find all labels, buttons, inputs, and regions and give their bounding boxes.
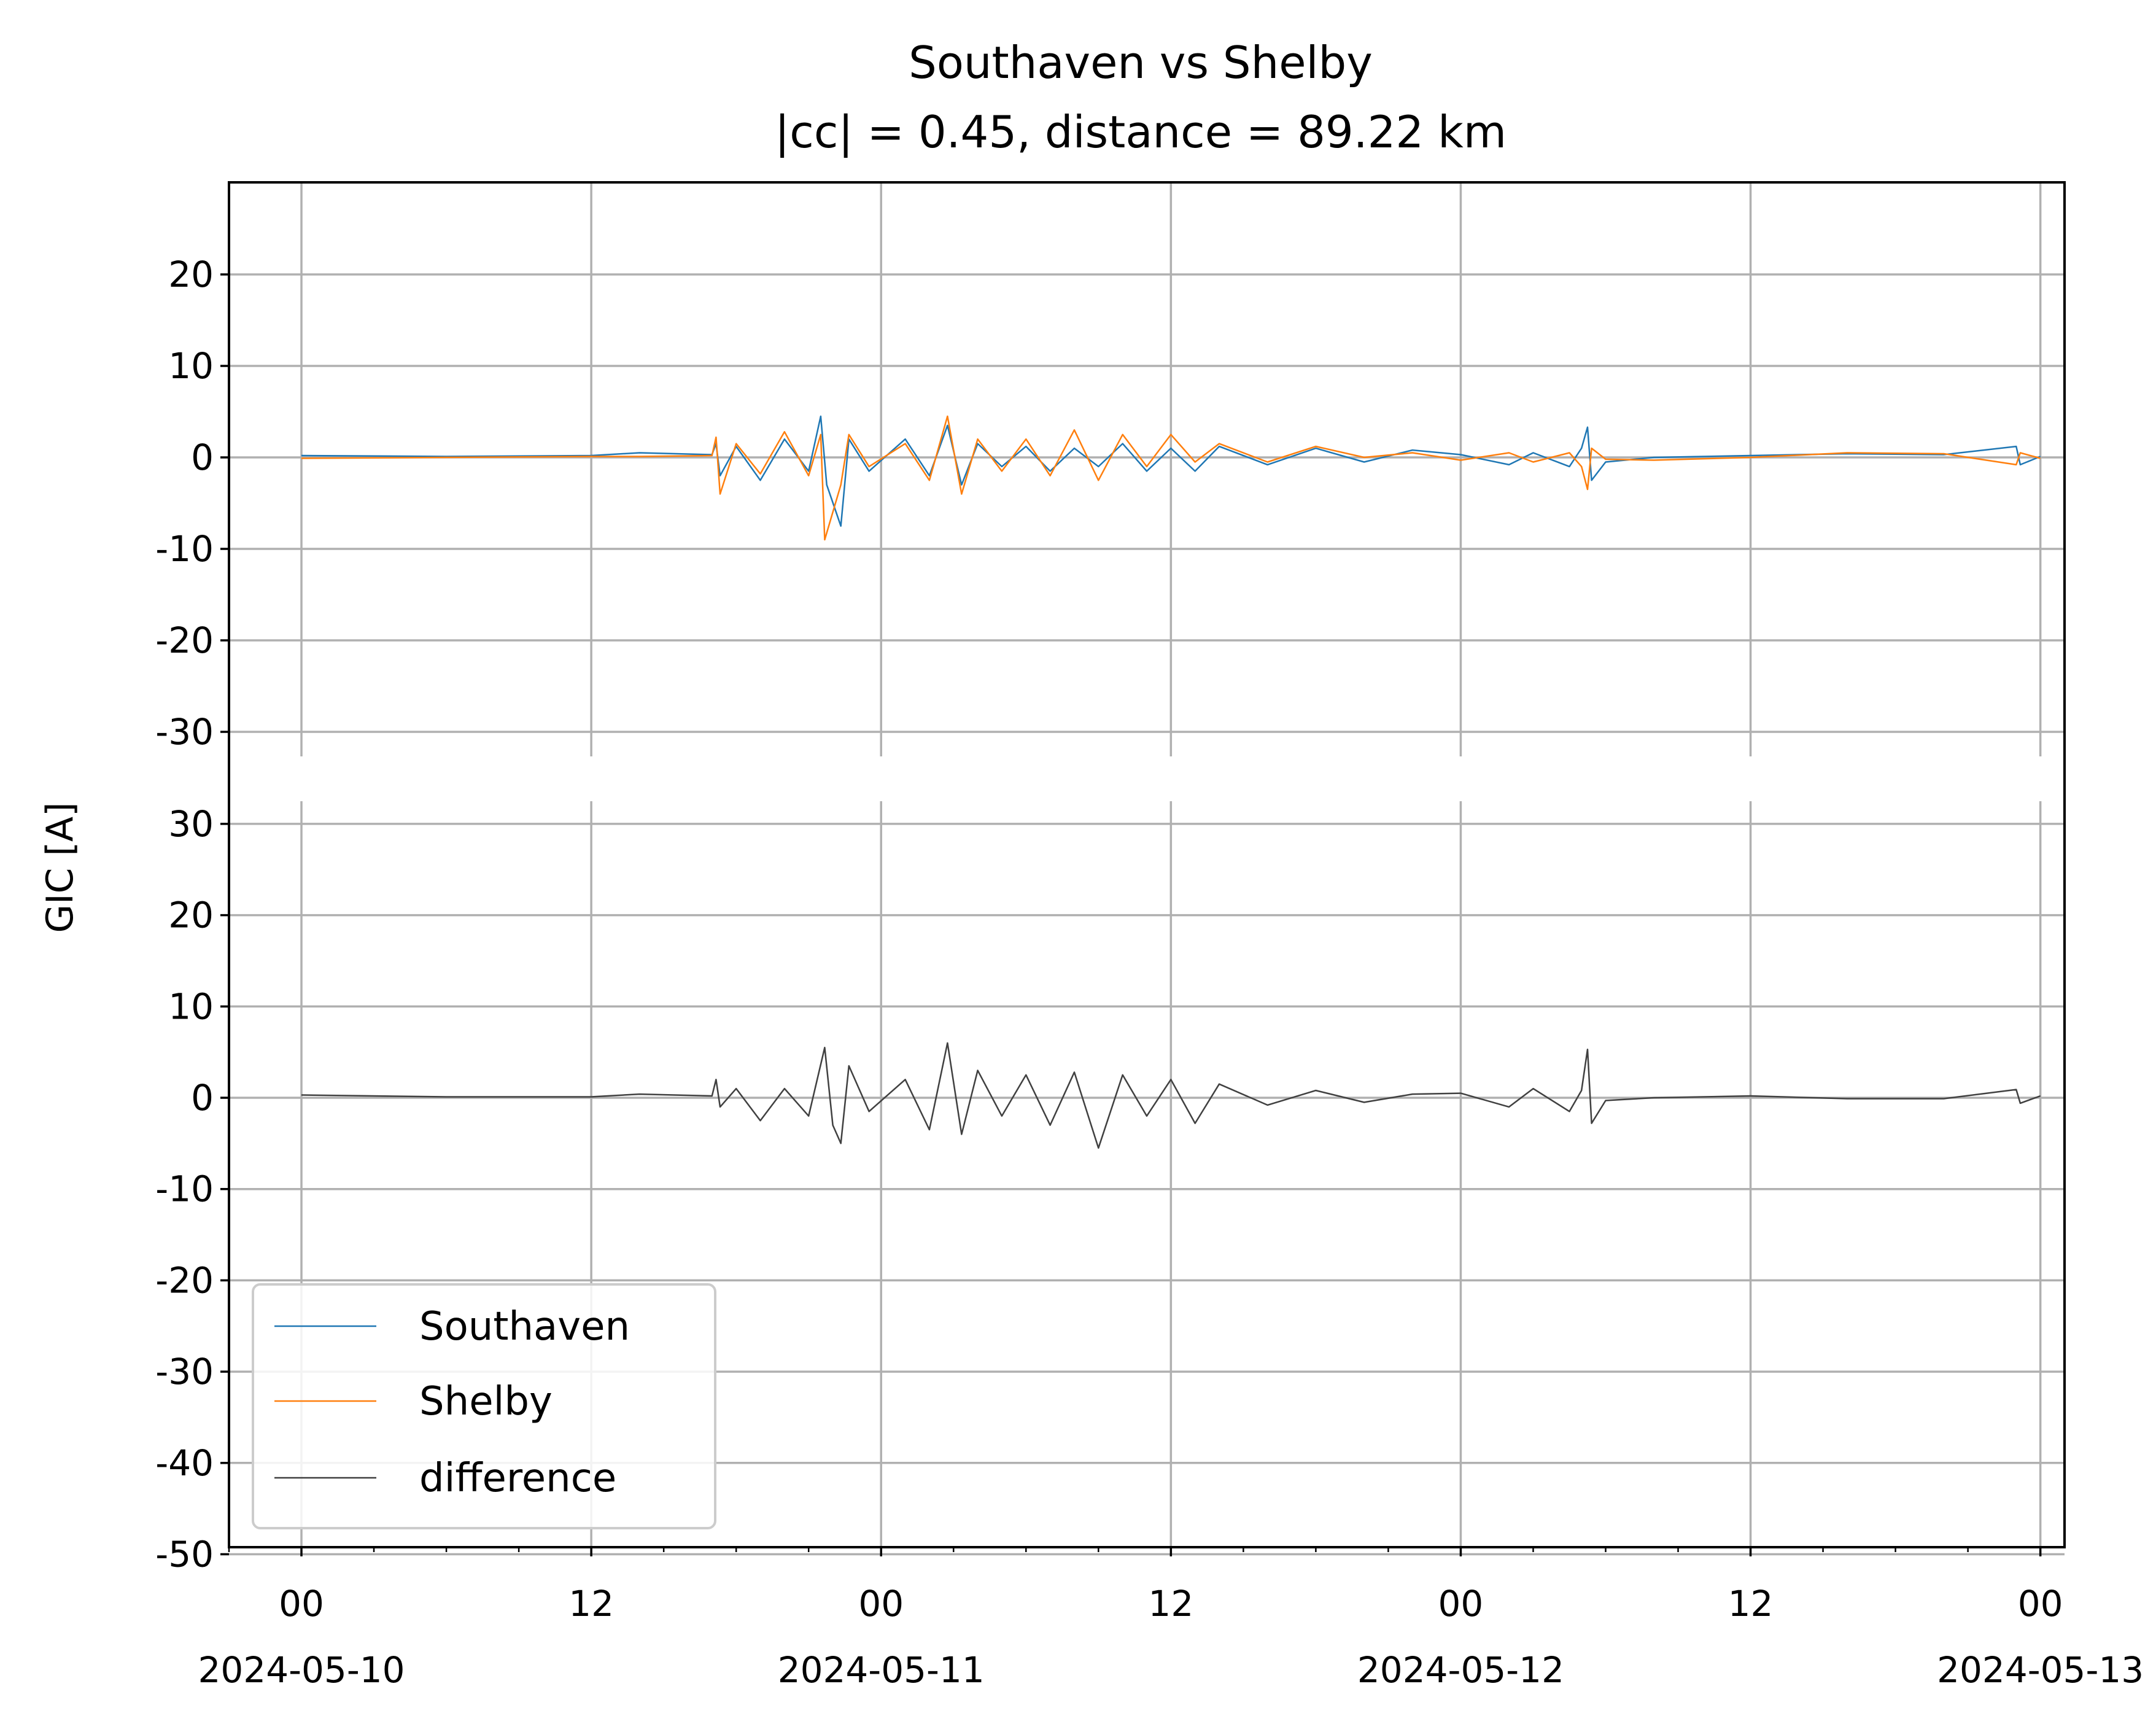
chart-title: Southaven vs Shelby [909,37,1373,88]
chart-subtitle: |cc| = 0.45, distance = 89.22 km [775,106,1506,158]
x-tick-date-4: 2024-05-12 [1357,1649,1564,1691]
y-tick-label-top--30: -30 [155,711,214,753]
legend-label-shelby: Shelby [419,1379,553,1424]
y-tick-label-bottom--50: -50 [155,1534,214,1575]
legend: Southaven Shelby difference [252,1283,716,1529]
y-tick-label-top--10: -10 [155,528,214,570]
y-tick-label-top-10: 10 [168,345,214,387]
legend-label-difference: difference [419,1456,616,1501]
y-tick-label-top--20: -20 [155,619,214,661]
x-tick-label-3: 12 [1148,1583,1193,1625]
y-tick-label-bottom--40: -40 [155,1442,214,1484]
series-layer [301,415,2041,1149]
series-line-southaven [301,415,2041,527]
x-tick-label-4: 00 [1438,1583,1484,1625]
x-tick-date-0: 2024-05-10 [198,1649,405,1691]
legend-label-southaven: Southaven [419,1304,630,1349]
legend-box [252,1283,716,1529]
x-tick-label-2: 00 [858,1583,904,1625]
x-tick-label-0: 00 [279,1583,324,1625]
y-tick-label-bottom-0: 0 [191,1077,214,1119]
y-axis-label: GIC [A] [39,802,82,933]
y-tick-label-bottom-20: 20 [168,895,214,936]
x-tick-label-5: 12 [1728,1583,1774,1625]
series-line-shelby [301,415,2041,541]
x-tick-date-6: 2024-05-13 [1937,1649,2144,1691]
x-tick-label-1: 12 [568,1583,614,1625]
grid-lines [229,181,2065,1556]
x-tick-label-6: 00 [2018,1583,2063,1625]
y-tick-label-bottom-30: 30 [168,803,214,845]
axes-layer: 20 10 0 -10 -20 -30 30 20 10 0 -10 -20 -30 -40 -50 00 20… [155,254,2144,1691]
y-tick-label-bottom-10: 10 [168,985,214,1027]
y-tick-label-top-20: 20 [168,254,214,295]
series-line-difference [301,1042,2041,1149]
y-tick-label-top-0: 0 [191,437,214,478]
plot-frame [228,181,2066,1548]
y-tick-label-bottom--30: -30 [155,1351,214,1392]
x-tick-date-2: 2024-05-11 [778,1649,985,1691]
y-tick-label-bottom--10: -10 [155,1168,214,1210]
y-tick-label-bottom--20: -20 [155,1259,214,1301]
